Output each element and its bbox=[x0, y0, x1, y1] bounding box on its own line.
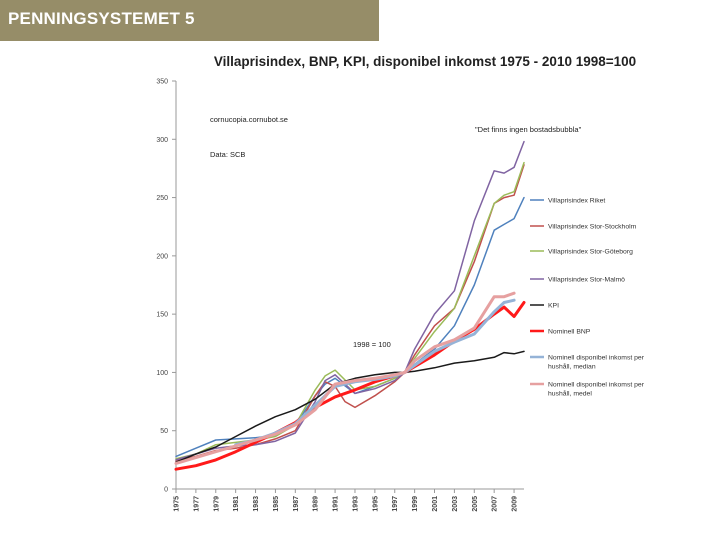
series-line-4 bbox=[175, 140, 525, 461]
series-line-8 bbox=[174, 291, 516, 465]
source-data-label: Data: SCB bbox=[210, 150, 245, 159]
x-tick-label: 1999 bbox=[412, 496, 419, 512]
header-bar: PENNINGSYSTEMET 5 bbox=[0, 0, 379, 41]
y-tick-label: 250 bbox=[156, 195, 168, 202]
x-tick-label: 1987 bbox=[293, 496, 300, 512]
x-tick-label: 1979 bbox=[213, 496, 220, 512]
quote-annotation: "Det finns ingen bostadsbubbla" bbox=[475, 125, 582, 134]
series-line-3 bbox=[175, 161, 525, 460]
y-tick-label: 150 bbox=[156, 312, 168, 319]
x-tick-label: 2005 bbox=[472, 496, 479, 512]
y-tick-label: 100 bbox=[156, 370, 168, 377]
x-tick-label: 1977 bbox=[193, 496, 200, 512]
base-year-label: 1998 = 100 bbox=[353, 340, 391, 349]
legend-label-1: Villaprisindex Riket bbox=[548, 198, 605, 205]
x-tick-label: 1997 bbox=[392, 496, 399, 512]
legend-label-7: Nominell disponibel inkomst per hushåll, … bbox=[548, 355, 645, 371]
x-tick-label: 1985 bbox=[273, 496, 280, 512]
legend-label-5: KPI bbox=[548, 303, 559, 310]
x-tick-label: 2009 bbox=[512, 496, 519, 512]
x-tick-label: 2003 bbox=[452, 496, 459, 512]
x-tick-label: 1995 bbox=[372, 496, 379, 512]
y-tick-label: 50 bbox=[160, 428, 168, 435]
slide-title: PENNINGSYSTEMET 5 bbox=[8, 9, 195, 28]
series-line-7 bbox=[234, 298, 516, 447]
x-tick-label: 2007 bbox=[492, 496, 499, 512]
y-tick-label: 0 bbox=[164, 487, 168, 494]
series-line-5 bbox=[175, 350, 525, 463]
x-tick-label: 1981 bbox=[233, 496, 240, 512]
y-tick-label: 350 bbox=[156, 79, 168, 86]
source-site-label: cornucopia.cornubot.se bbox=[210, 115, 288, 124]
series-line-2 bbox=[175, 164, 525, 462]
x-tick-label: 1989 bbox=[313, 496, 320, 512]
x-tick-label: 1975 bbox=[174, 496, 181, 512]
x-tick-label: 1983 bbox=[253, 496, 260, 512]
chart-series bbox=[174, 140, 526, 471]
legend-label-3: Villaprisindex Stor-Göteborg bbox=[548, 249, 633, 256]
y-tick-label: 300 bbox=[156, 137, 168, 144]
chart-annotations: cornucopia.cornubot.se Data: SCB "Det finn… bbox=[210, 115, 582, 349]
legend-label-2: Villaprisindex Stor-Stockholm bbox=[548, 224, 637, 231]
y-tick-label: 200 bbox=[156, 253, 168, 260]
x-tick-label: 1991 bbox=[333, 496, 340, 512]
chart-legend: Villaprisindex Riket Villaprisindex Stor-… bbox=[530, 198, 645, 398]
chart-axes: 0 50 100 150 200 250 300 350 1975 1977 1979 1981 198… bbox=[156, 79, 524, 512]
legend-label-8: Nominell disponibel inkomst per hushåll, … bbox=[548, 382, 645, 398]
chart-title: Villaprisindex, BNP, KPI, disponibel ink… bbox=[214, 54, 636, 69]
legend-label-6: Nominell BNP bbox=[548, 329, 591, 336]
x-tick-label: 1993 bbox=[352, 496, 359, 512]
x-tick-label: 2001 bbox=[432, 496, 439, 512]
series-line-1 bbox=[175, 196, 525, 458]
legend-label-4: Villaprisindex Stor-Malmö bbox=[548, 277, 625, 284]
